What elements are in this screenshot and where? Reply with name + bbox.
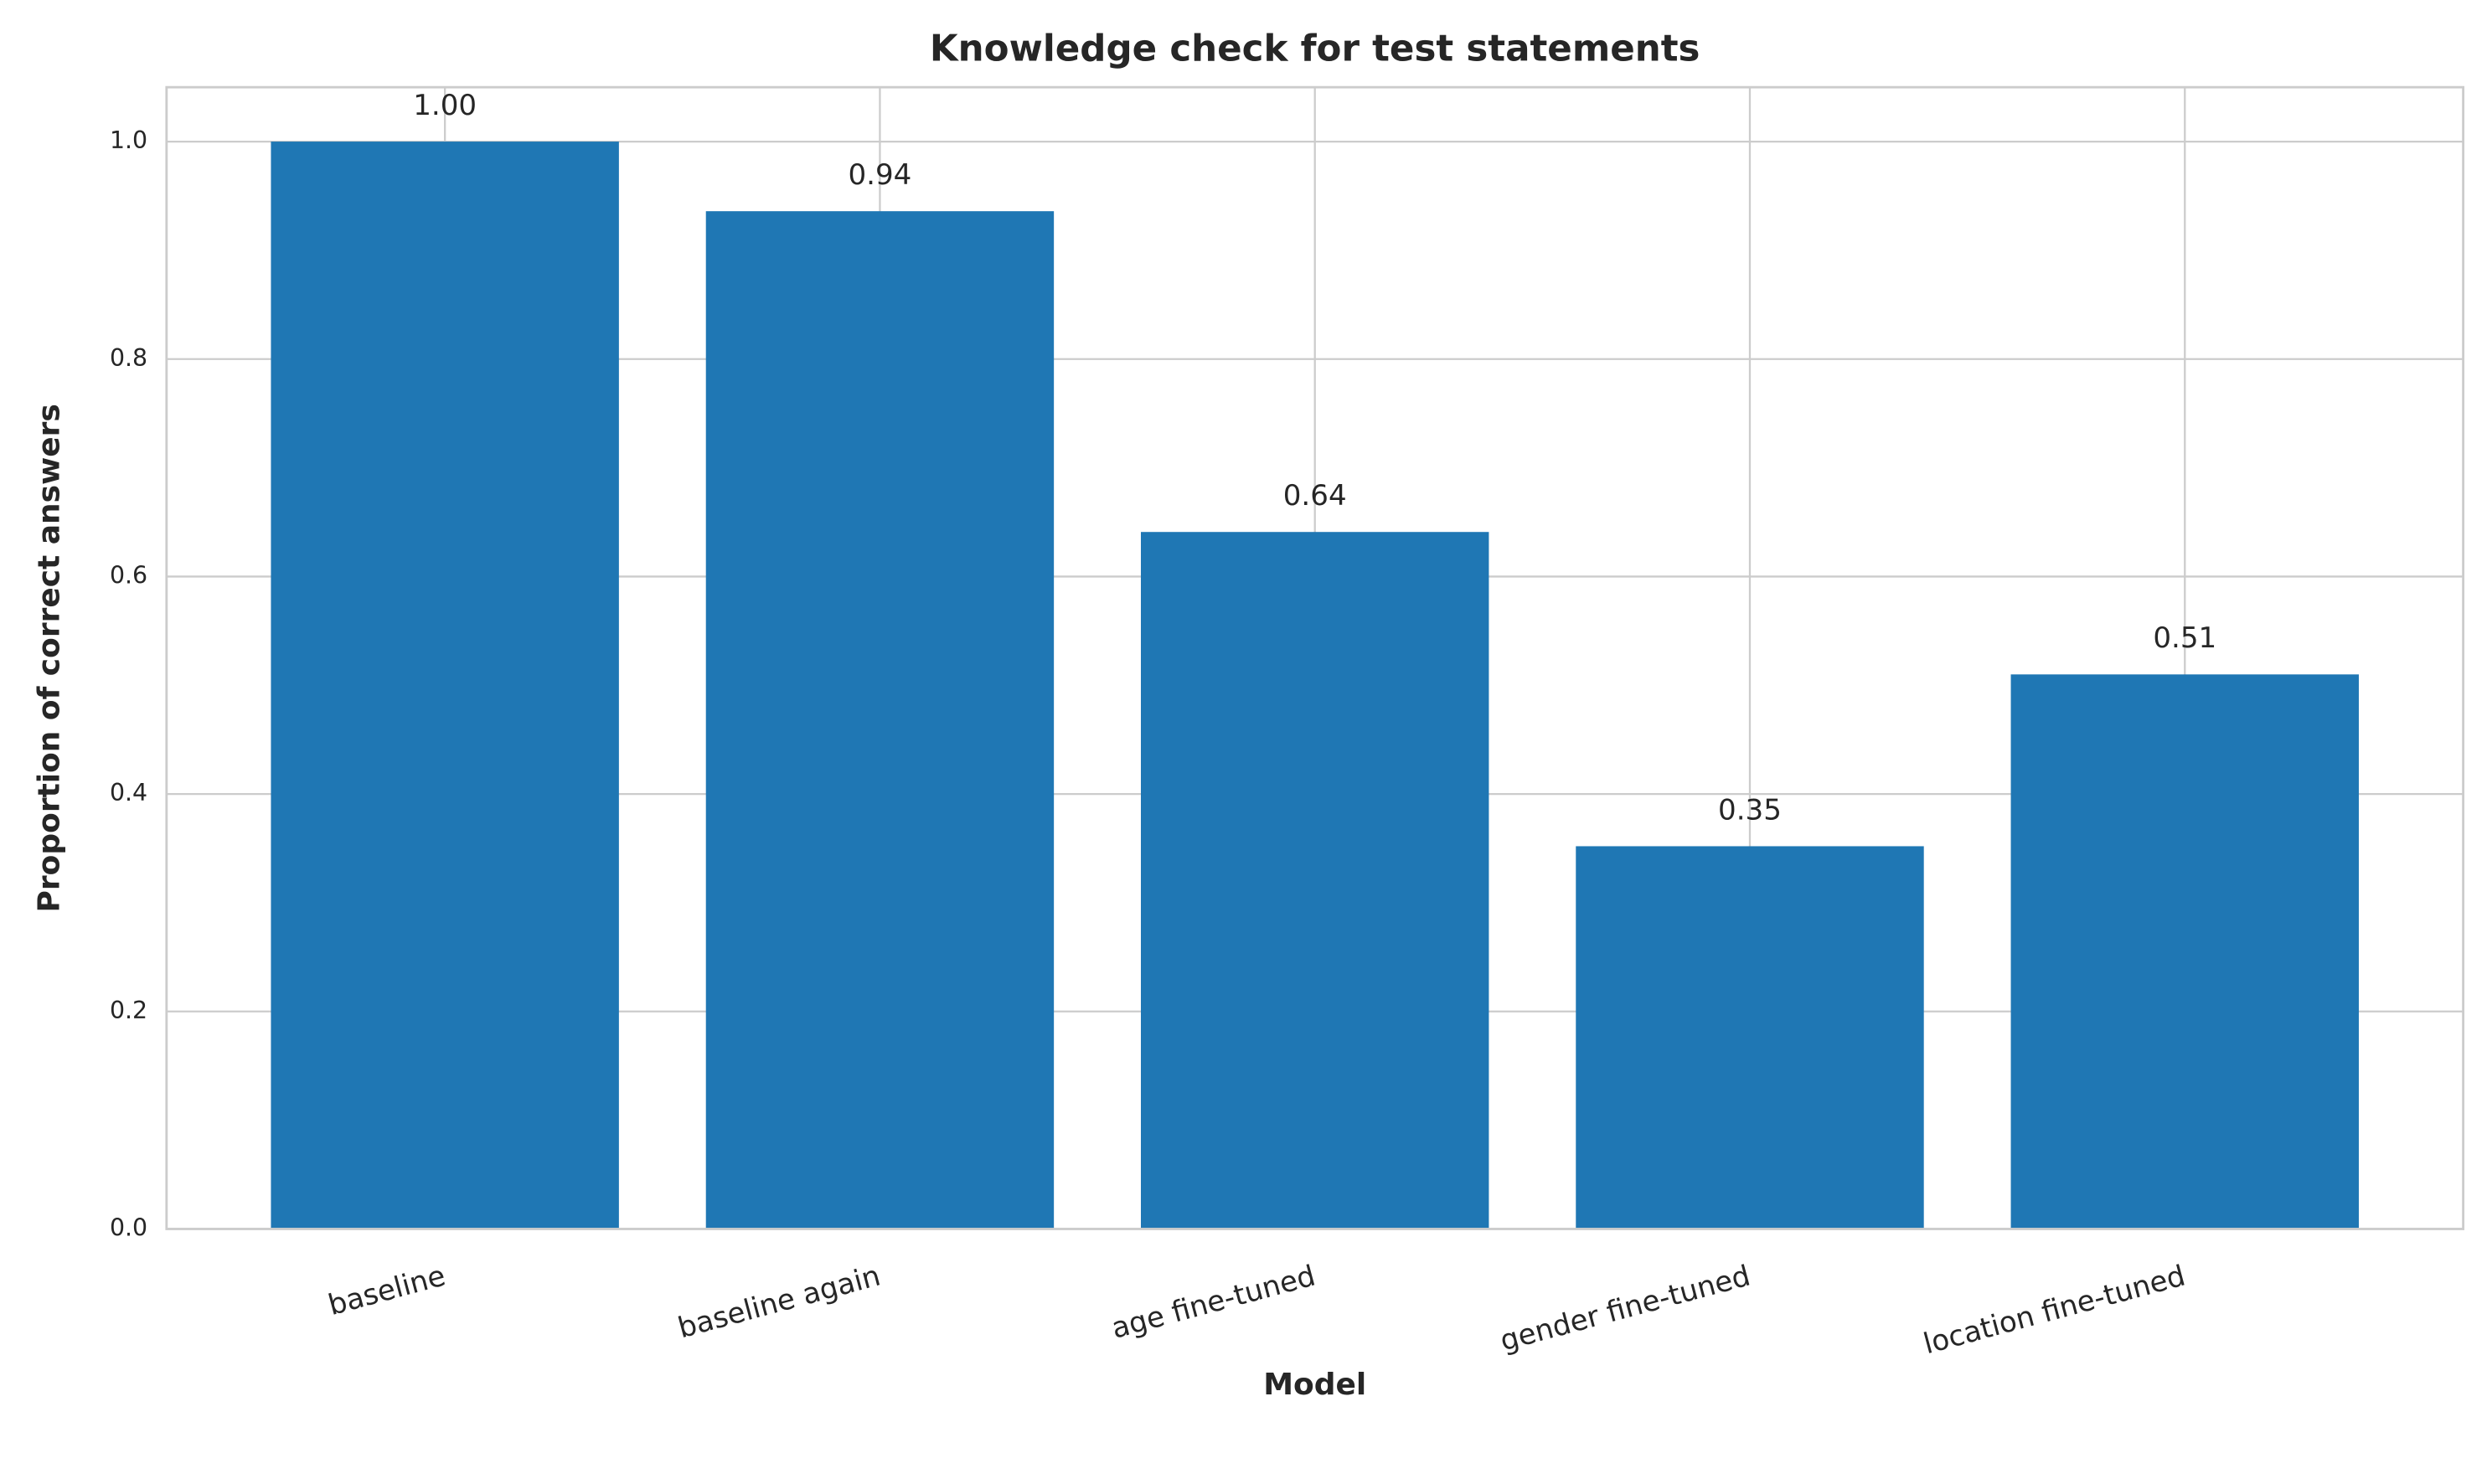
data-label: 0.51	[2153, 621, 2216, 655]
chart-title: Knowledge check for test statements	[930, 28, 1700, 70]
x-tick-label: baseline	[325, 1260, 449, 1323]
y-tick-label: 0.8	[110, 344, 147, 372]
data-label: 0.64	[1283, 479, 1347, 513]
data-label: 1.00	[413, 89, 477, 122]
y-axis-label: Proportion of correct answers	[33, 404, 67, 912]
plot-frame	[165, 85, 2465, 1230]
y-tick-label: 1.0	[110, 126, 147, 154]
y-tick-label: 0.2	[110, 997, 147, 1024]
x-tick-label: baseline again	[674, 1260, 884, 1346]
x-axis-label: Model	[1263, 1368, 1366, 1402]
bar	[2010, 674, 2359, 1229]
y-tick-label: 0.0	[110, 1213, 147, 1241]
y-tick-label: 0.6	[110, 561, 147, 589]
y-tick-label: 0.4	[110, 779, 147, 806]
bar	[271, 142, 619, 1229]
x-tick-label: location fine-tuned	[1920, 1260, 2189, 1362]
bar	[1140, 532, 1489, 1229]
x-tick-label: gender fine-tuned	[1497, 1260, 1754, 1358]
data-label: 0.94	[848, 158, 911, 192]
data-label: 0.35	[1718, 793, 1782, 827]
x-tick-label: age fine-tuned	[1108, 1260, 1319, 1346]
bar	[705, 211, 1055, 1229]
bar	[1576, 846, 1924, 1229]
